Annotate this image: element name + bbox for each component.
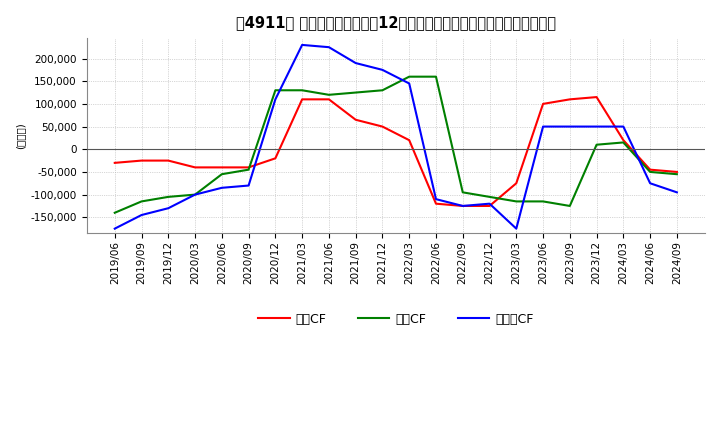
フリーCF — [485, 201, 494, 206]
営業CF — [164, 158, 173, 163]
営業CF — [351, 117, 360, 122]
営業CF — [459, 203, 467, 209]
フリーCF — [110, 226, 119, 231]
フリーCF — [217, 185, 226, 191]
Title: ［4911］ キャッシュフローの12か月移動合計の対前年同期増減額の推移: ［4911］ キャッシュフローの12か月移動合計の対前年同期増減額の推移 — [236, 15, 556, 30]
Line: 投資CF: 投資CF — [114, 77, 677, 213]
投資CF — [619, 140, 628, 145]
営業CF — [138, 158, 146, 163]
営業CF — [191, 165, 199, 170]
Line: フリーCF: フリーCF — [114, 45, 677, 229]
投資CF — [593, 142, 601, 147]
投資CF — [485, 194, 494, 199]
投資CF — [539, 199, 547, 204]
投資CF — [351, 90, 360, 95]
投資CF — [244, 167, 253, 172]
フリーCF — [459, 203, 467, 209]
営業CF — [378, 124, 387, 129]
フリーCF — [619, 124, 628, 129]
投資CF — [512, 199, 521, 204]
フリーCF — [325, 44, 333, 50]
営業CF — [405, 138, 413, 143]
投資CF — [138, 199, 146, 204]
フリーCF — [191, 192, 199, 197]
Legend: 営業CF, 投資CF, フリーCF: 営業CF, 投資CF, フリーCF — [253, 308, 539, 331]
フリーCF — [539, 124, 547, 129]
投資CF — [565, 203, 574, 209]
営業CF — [646, 167, 654, 172]
投資CF — [646, 169, 654, 175]
投資CF — [164, 194, 173, 199]
フリーCF — [432, 197, 441, 202]
投資CF — [298, 88, 307, 93]
フリーCF — [405, 81, 413, 86]
フリーCF — [378, 67, 387, 73]
フリーCF — [298, 42, 307, 48]
フリーCF — [351, 60, 360, 66]
投資CF — [325, 92, 333, 97]
投資CF — [217, 172, 226, 177]
営業CF — [619, 138, 628, 143]
フリーCF — [138, 213, 146, 218]
投資CF — [191, 192, 199, 197]
投資CF — [432, 74, 441, 79]
営業CF — [565, 97, 574, 102]
投資CF — [672, 172, 681, 177]
営業CF — [512, 181, 521, 186]
フリーCF — [244, 183, 253, 188]
フリーCF — [646, 181, 654, 186]
投資CF — [459, 190, 467, 195]
営業CF — [298, 97, 307, 102]
投資CF — [110, 210, 119, 216]
フリーCF — [565, 124, 574, 129]
Line: 営業CF: 営業CF — [114, 97, 677, 206]
営業CF — [539, 101, 547, 106]
営業CF — [432, 201, 441, 206]
Y-axis label: (百万円): (百万円) — [15, 122, 25, 149]
営業CF — [244, 165, 253, 170]
フリーCF — [672, 190, 681, 195]
投資CF — [271, 88, 279, 93]
営業CF — [271, 156, 279, 161]
フリーCF — [271, 97, 279, 102]
営業CF — [593, 95, 601, 100]
投資CF — [378, 88, 387, 93]
フリーCF — [164, 205, 173, 211]
営業CF — [325, 97, 333, 102]
投資CF — [405, 74, 413, 79]
フリーCF — [512, 226, 521, 231]
営業CF — [217, 165, 226, 170]
営業CF — [485, 203, 494, 209]
フリーCF — [593, 124, 601, 129]
営業CF — [110, 160, 119, 165]
営業CF — [672, 169, 681, 175]
